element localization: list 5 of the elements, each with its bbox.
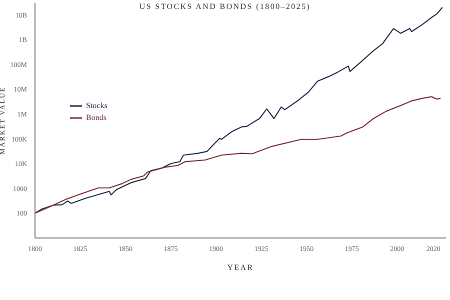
legend-label: Bonds <box>86 112 106 122</box>
chart-title: US STOCKS AND BONDS (1800–2025) <box>138 2 312 11</box>
line-series <box>35 96 442 214</box>
x-axis-title: YEAR <box>227 263 254 272</box>
legend-label: Stocks <box>86 100 108 110</box>
